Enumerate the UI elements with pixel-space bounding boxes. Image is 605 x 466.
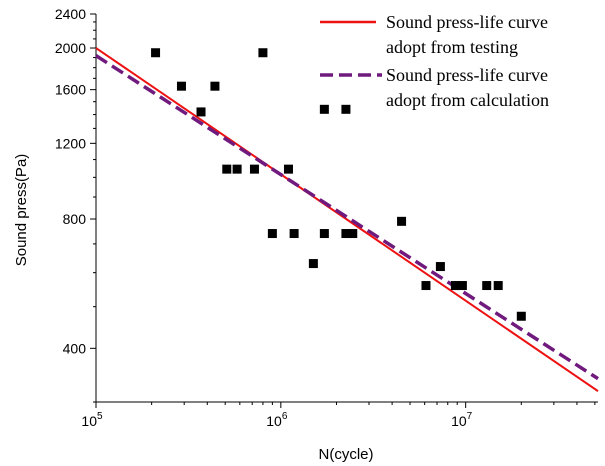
x-ticks: 105 106 107 <box>81 402 596 429</box>
data-point <box>457 281 467 291</box>
x-axis-title: N(cycle) <box>319 446 374 463</box>
data-point <box>232 164 242 174</box>
data-point <box>308 259 318 269</box>
legend-label-calculation-line2: adopt from calculation <box>386 90 549 110</box>
data-point <box>249 164 259 174</box>
data-point <box>421 281 431 291</box>
data-point <box>222 164 232 174</box>
y-tick-label: 1200 <box>55 135 86 151</box>
data-point <box>319 229 329 239</box>
data-point <box>283 164 293 174</box>
data-point <box>348 229 358 239</box>
data-point <box>482 281 492 291</box>
data-point <box>319 104 329 114</box>
data-point <box>258 48 268 58</box>
fit-lines <box>95 47 599 392</box>
y-tick-label: 400 <box>63 340 87 356</box>
legend: Sound press-life curve adopt from testin… <box>320 12 549 110</box>
data-point <box>450 281 460 291</box>
legend-label-testing-line1: Sound press-life curve <box>386 12 548 32</box>
data-point <box>493 281 503 291</box>
legend-label-calculation-line1: Sound press-life curve <box>386 65 548 85</box>
y-tick-label: 800 <box>63 211 87 227</box>
data-point <box>516 311 526 321</box>
y-tick-label: 2000 <box>55 40 86 56</box>
legend-label-testing-line2: adopt from testing <box>386 37 518 57</box>
data-point <box>210 81 220 91</box>
data-point <box>151 48 161 58</box>
fit-line-testing <box>95 47 599 392</box>
y-ticks: 400 800 1200 1600 2000 2400 <box>55 6 96 403</box>
x-tick-label: 107 <box>451 411 473 429</box>
data-point <box>341 229 351 239</box>
data-point <box>341 104 351 114</box>
data-point <box>196 107 206 117</box>
data-point <box>267 229 277 239</box>
data-points <box>151 48 526 321</box>
x-tick-label: 105 <box>81 411 103 429</box>
y-axis-title: Sound press(Pa) <box>13 154 30 267</box>
data-point <box>289 229 299 239</box>
y-tick-label: 1600 <box>55 82 86 98</box>
data-point <box>435 262 445 272</box>
data-point <box>397 216 407 226</box>
y-tick-label: 2400 <box>55 6 86 22</box>
fit-line-calculation <box>95 54 599 381</box>
data-point <box>176 81 186 91</box>
x-tick-label: 106 <box>266 411 288 429</box>
